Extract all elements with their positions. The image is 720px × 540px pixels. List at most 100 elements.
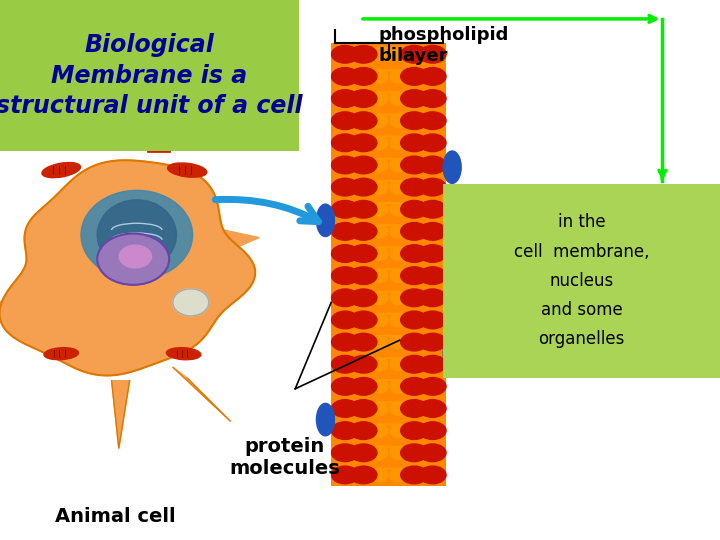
Ellipse shape <box>372 335 387 349</box>
Ellipse shape <box>372 114 387 127</box>
Ellipse shape <box>372 225 387 238</box>
Ellipse shape <box>372 468 387 482</box>
Ellipse shape <box>372 92 387 105</box>
Ellipse shape <box>372 180 387 194</box>
Ellipse shape <box>331 45 359 63</box>
Ellipse shape <box>390 291 406 305</box>
Ellipse shape <box>81 191 193 280</box>
Ellipse shape <box>372 247 387 260</box>
Ellipse shape <box>350 422 377 440</box>
Ellipse shape <box>350 134 377 152</box>
Ellipse shape <box>120 245 152 268</box>
Ellipse shape <box>419 333 446 351</box>
Text: Animal cell: Animal cell <box>55 508 176 526</box>
Text: protein
molecules: protein molecules <box>229 437 340 478</box>
Ellipse shape <box>372 446 387 460</box>
Polygon shape <box>0 160 255 375</box>
Bar <box>331 43 446 486</box>
Ellipse shape <box>419 112 446 130</box>
Ellipse shape <box>400 200 428 218</box>
Ellipse shape <box>400 68 428 85</box>
Ellipse shape <box>350 45 377 63</box>
Ellipse shape <box>444 337 462 369</box>
Ellipse shape <box>331 400 359 417</box>
Ellipse shape <box>390 114 406 127</box>
Ellipse shape <box>390 446 406 460</box>
Ellipse shape <box>400 355 428 373</box>
Text: in the
cell  membrane,
nucleus
and some
organelles: in the cell membrane, nucleus and some o… <box>513 213 649 348</box>
Ellipse shape <box>419 466 446 484</box>
Ellipse shape <box>331 267 359 285</box>
Ellipse shape <box>350 333 377 351</box>
Ellipse shape <box>400 422 428 440</box>
Ellipse shape <box>419 45 446 63</box>
Ellipse shape <box>419 222 446 240</box>
Ellipse shape <box>331 377 359 395</box>
Ellipse shape <box>372 202 387 216</box>
Text: Biological
Membrane is a
structural unit of a cell: Biological Membrane is a structural unit… <box>0 33 302 118</box>
Ellipse shape <box>419 200 446 218</box>
Ellipse shape <box>42 163 81 178</box>
Ellipse shape <box>444 151 462 184</box>
Ellipse shape <box>419 377 446 395</box>
Ellipse shape <box>400 178 428 196</box>
Ellipse shape <box>350 156 377 174</box>
Ellipse shape <box>390 269 406 282</box>
Ellipse shape <box>350 200 377 218</box>
Ellipse shape <box>372 380 387 393</box>
Ellipse shape <box>390 335 406 349</box>
Ellipse shape <box>331 355 359 373</box>
Ellipse shape <box>390 48 406 61</box>
Ellipse shape <box>350 112 377 130</box>
Ellipse shape <box>372 291 387 305</box>
Ellipse shape <box>97 200 176 270</box>
Ellipse shape <box>350 311 377 329</box>
Ellipse shape <box>331 289 359 307</box>
Ellipse shape <box>331 68 359 85</box>
Ellipse shape <box>419 422 446 440</box>
Ellipse shape <box>400 466 428 484</box>
Ellipse shape <box>168 163 207 177</box>
Ellipse shape <box>350 222 377 240</box>
Ellipse shape <box>317 204 334 237</box>
Ellipse shape <box>390 202 406 216</box>
Ellipse shape <box>419 355 446 373</box>
Polygon shape <box>209 227 259 259</box>
Ellipse shape <box>331 200 359 218</box>
Ellipse shape <box>331 112 359 130</box>
Ellipse shape <box>400 311 428 329</box>
Ellipse shape <box>390 180 406 194</box>
Ellipse shape <box>419 134 446 152</box>
Ellipse shape <box>166 348 201 360</box>
Ellipse shape <box>400 444 428 462</box>
Ellipse shape <box>390 424 406 437</box>
Ellipse shape <box>400 222 428 240</box>
Ellipse shape <box>390 468 406 482</box>
Ellipse shape <box>390 380 406 393</box>
Ellipse shape <box>350 68 377 85</box>
Ellipse shape <box>419 90 446 107</box>
Ellipse shape <box>331 134 359 152</box>
Ellipse shape <box>350 90 377 107</box>
Ellipse shape <box>400 377 428 395</box>
Ellipse shape <box>419 267 446 285</box>
FancyBboxPatch shape <box>443 184 720 378</box>
Ellipse shape <box>331 422 359 440</box>
Ellipse shape <box>331 90 359 107</box>
Ellipse shape <box>372 313 387 327</box>
Ellipse shape <box>372 70 387 83</box>
Ellipse shape <box>390 136 406 150</box>
Ellipse shape <box>400 90 428 107</box>
Ellipse shape <box>390 357 406 371</box>
Ellipse shape <box>350 355 377 373</box>
Ellipse shape <box>372 424 387 437</box>
Ellipse shape <box>372 269 387 282</box>
Ellipse shape <box>400 112 428 130</box>
Ellipse shape <box>419 245 446 262</box>
Ellipse shape <box>44 348 78 360</box>
Ellipse shape <box>331 178 359 196</box>
Ellipse shape <box>390 225 406 238</box>
Ellipse shape <box>419 156 446 174</box>
Ellipse shape <box>419 178 446 196</box>
Ellipse shape <box>372 402 387 415</box>
